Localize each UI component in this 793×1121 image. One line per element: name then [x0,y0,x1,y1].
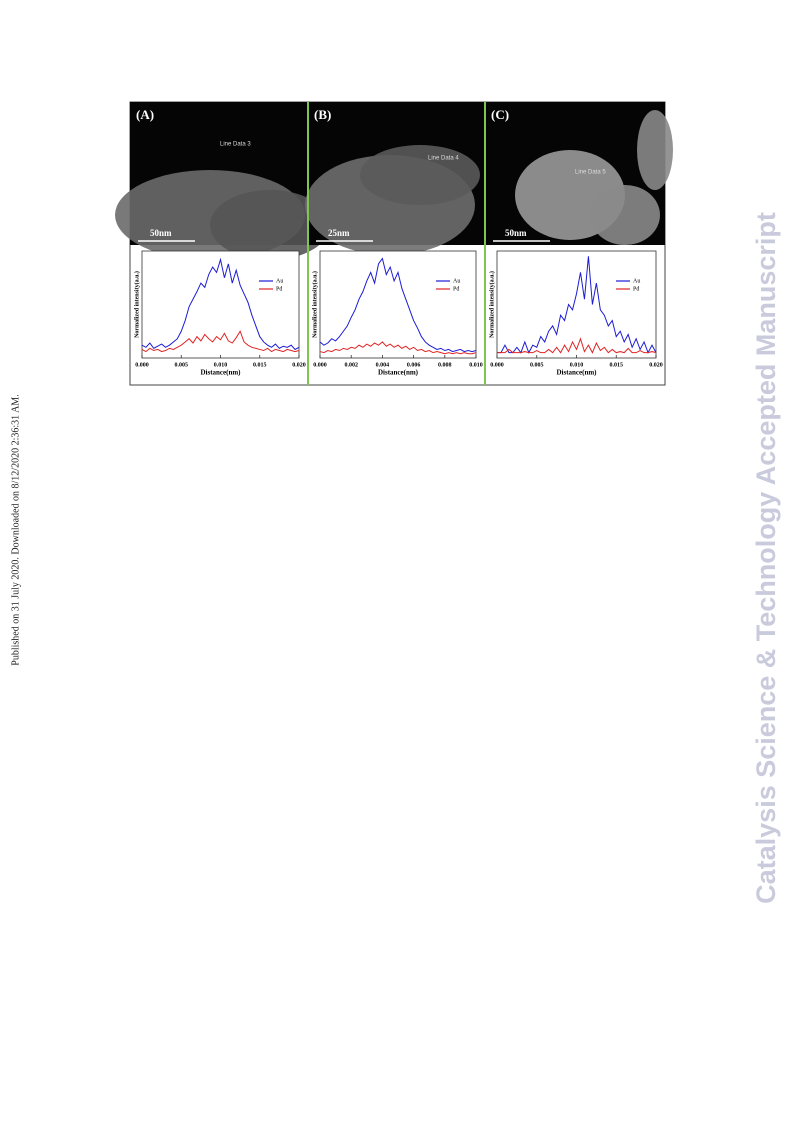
plot-frame [141,250,300,359]
legend-label: Au [276,278,283,284]
legend-label: Au [633,278,640,284]
particle [210,190,330,260]
side-note: Published on 31 July 2020. Downloaded on… [10,394,21,665]
plot-frame [319,250,477,359]
y-axis-label: Normalized intensity(a.u.) [311,271,318,338]
x-tick-label: 0.015 [253,362,267,368]
particle [590,185,660,245]
x-tick-label: 0.000 [135,362,149,368]
series-line [497,256,657,354]
x-tick-label: 0.008 [438,362,452,368]
x-tick-label: 0.020 [649,362,663,368]
panel-label: (B) [314,107,331,122]
watermark: Catalysis Science & Technology Accepted … [751,212,781,904]
y-axis-label: Normalized intensity(a.u.) [133,271,140,338]
series-line [141,330,300,353]
x-tick-label: 0.005 [530,362,544,368]
line-data-label: Line Data 5 [575,170,606,176]
x-tick-label: 0.010 [570,362,584,368]
scale-bar-label: 50nm [505,228,527,238]
x-tick-label: 0.020 [292,362,306,368]
legend-label: Au [453,278,460,284]
x-tick-label: 0.015 [610,362,624,368]
x-tick-label: 0.010 [469,362,483,368]
series-line [319,257,477,353]
line-data-label: Line Data 4 [428,156,459,162]
legend-label: Pd [276,286,282,292]
x-tick-label: 0.000 [313,362,327,368]
x-tick-label: 0.002 [344,362,358,368]
line-data-label: Line Data 3 [220,142,251,148]
particle [637,110,673,190]
x-tick-label: 0.000 [490,362,504,368]
y-axis-label: Normalized intensity(a.u.) [488,271,495,338]
legend-label: Pd [633,286,639,292]
legend-label: Pd [453,286,459,292]
particle [360,145,480,205]
series-line [497,337,657,354]
x-tick-label: 0.006 [407,362,421,368]
plot-frame [496,250,657,359]
series-line [141,257,300,351]
series-line [319,341,477,355]
scale-bar-label: 50nm [150,228,172,238]
panel-label: (A) [136,107,154,122]
x-tick-label: 0.010 [214,362,228,368]
x-axis-label: Distance(nm) [200,369,241,377]
panel-label: (C) [491,107,509,122]
x-tick-label: 0.004 [376,362,390,368]
x-axis-label: Distance(nm) [556,369,597,377]
x-tick-label: 0.005 [175,362,189,368]
x-axis-label: Distance(nm) [378,369,419,377]
scale-bar-label: 25nm [328,228,350,238]
